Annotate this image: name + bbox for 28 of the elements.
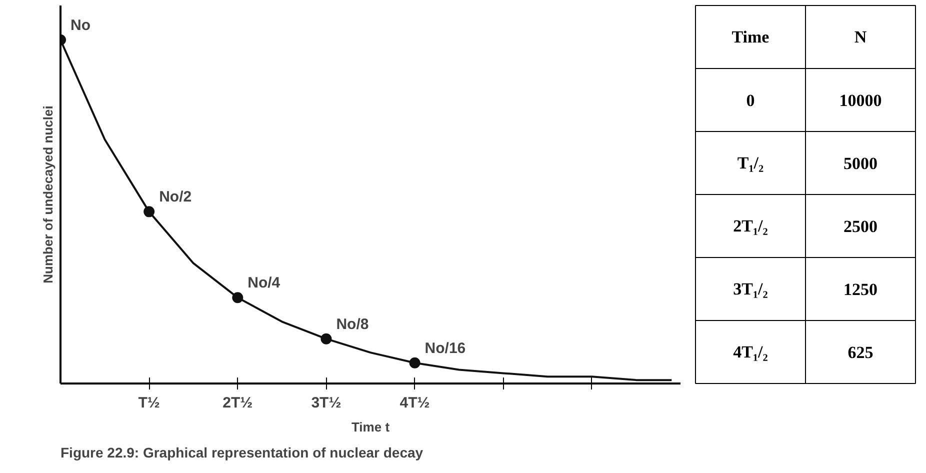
caption: Figure 22.9: Graphical representation of nuclear decay <box>60 444 424 460</box>
annotation: No/2 <box>159 188 192 206</box>
text: N <box>854 28 868 46</box>
annotation: No/8 <box>336 316 369 333</box>
text: 0 <box>746 91 755 110</box>
annotation: No/4 <box>248 274 281 292</box>
text: 2500 <box>844 217 878 236</box>
text: 10000 <box>839 91 882 110</box>
text: 2T₁/₂ <box>733 216 768 236</box>
text: Time <box>732 28 770 46</box>
x-tick-label: T½ <box>138 394 160 412</box>
point <box>320 333 332 344</box>
annotation: No/16 <box>424 340 466 357</box>
text: T₁/₂ <box>737 154 764 172</box>
point <box>144 206 155 218</box>
text: 5000 <box>844 154 878 173</box>
x-tick-label: 4T½ <box>400 394 430 412</box>
x-axis-title: Time t <box>351 420 390 434</box>
text: 3T₁/₂ <box>733 280 768 298</box>
text: 625 <box>848 343 874 362</box>
annotation: No <box>70 16 90 34</box>
text: 1250 <box>844 280 878 299</box>
y-axis-title: Number of undecayed nuclei <box>40 106 56 284</box>
point <box>409 357 420 368</box>
x-tick-label: 2T½ <box>222 394 253 412</box>
text: 4T₁/₂ <box>733 342 768 362</box>
point <box>232 292 244 304</box>
x-tick-label: 3T½ <box>311 394 342 412</box>
